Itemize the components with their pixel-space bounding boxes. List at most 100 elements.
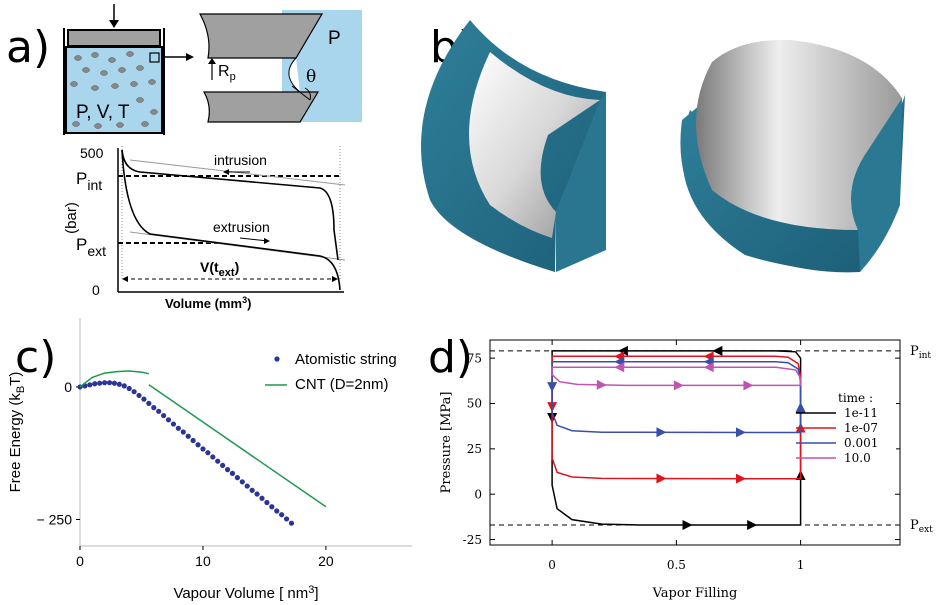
direction-arrow (683, 520, 693, 530)
direction-arrow (796, 402, 806, 412)
data-point (264, 500, 269, 505)
data-point (141, 397, 146, 402)
data-point (151, 405, 156, 410)
xlabel-text: Volume (mm (165, 296, 242, 311)
data-point (225, 467, 230, 472)
legend-title: time : (838, 391, 873, 405)
system-label: P, V, T (76, 102, 130, 123)
reference-symbol: P (910, 518, 919, 533)
data-point (215, 459, 220, 464)
radius-label: Rp (218, 63, 236, 83)
data-point (92, 381, 97, 386)
direction-arrow (656, 427, 666, 437)
data-point (171, 421, 176, 426)
p-symbol: P (76, 169, 87, 188)
label-part: T) (7, 372, 24, 386)
data-point (181, 429, 186, 434)
x-tick-label: 1 (797, 558, 805, 572)
reference-subscript: ext (919, 525, 933, 535)
direction-arrow (743, 380, 753, 390)
p-int-label: Pint (76, 169, 102, 193)
label-part: B (15, 386, 27, 393)
data-point (279, 512, 284, 517)
volume-span-label: V(text) (200, 259, 239, 279)
direction-arrow (656, 474, 666, 484)
legend-label: Atomistic string (295, 351, 397, 368)
direction-arrow (712, 346, 722, 356)
data-point (210, 454, 215, 459)
x-tick-label: 10 (195, 553, 211, 569)
reference-label: Pint (910, 344, 931, 361)
data-point (112, 381, 117, 386)
label-part: ] (314, 585, 318, 602)
data-point (132, 389, 137, 394)
data-point (230, 471, 235, 476)
x-tick-label: 20 (318, 553, 334, 569)
legend-label: 0.001 (844, 436, 878, 450)
x-tick-label: 0 (548, 558, 556, 572)
legend-label: CNT (D=2nm) (295, 376, 389, 393)
radius-symbol: R (218, 63, 230, 80)
legend-label: 1e-07 (844, 421, 878, 435)
legend-label: 1e-11 (844, 406, 878, 420)
data-point (205, 450, 210, 455)
data-point (235, 475, 240, 480)
data-point (289, 521, 294, 526)
y-tick-label: 75 (467, 351, 482, 365)
series-line (552, 351, 801, 525)
reference-subscript: int (919, 351, 932, 361)
data-point (284, 516, 289, 521)
data-point (122, 383, 127, 388)
x-axis-label: Vapor Filling (652, 586, 738, 601)
label-part: Vapour Volume [ nm (173, 585, 308, 602)
data-point (240, 479, 245, 484)
data-point (166, 417, 171, 422)
page: a) P, V, T P Rp θ (0, 0, 938, 605)
p-subscript: ext (87, 243, 106, 259)
volume-close: ) (235, 259, 240, 275)
data-point (191, 438, 196, 443)
x-axis-label: Vapour Volume [ nm3] (173, 584, 318, 602)
series-line (80, 371, 326, 507)
data-point (107, 380, 112, 385)
y-tick-label: 0 (474, 487, 482, 501)
data-point (136, 393, 141, 398)
direction-arrow (674, 380, 684, 390)
direction-arrow (597, 380, 607, 390)
panel-label: a) (6, 22, 50, 73)
x-axis-label: Volume (mm3) (165, 295, 251, 311)
x-tick-label: 0.5 (667, 558, 686, 572)
data-point (250, 488, 255, 493)
direction-arrow (736, 474, 746, 484)
data-point (127, 386, 132, 391)
data-point (259, 496, 264, 501)
data-point (195, 442, 200, 447)
intrusion-label: intrusion (214, 152, 267, 168)
y-tick-label: -25 (463, 533, 482, 547)
y-axis-label: (bar) (63, 202, 80, 234)
volume-text: V(t (200, 259, 219, 275)
y-axis-label: Pressure [MPa] (439, 392, 454, 494)
xlabel-close: ) (247, 296, 251, 311)
pressure-label: P (328, 28, 341, 49)
charts: c)0− 25001020Vapour Volume [ nm3]Free En… (7, 318, 933, 602)
filled-pore-render (680, 40, 905, 273)
data-point (220, 463, 225, 468)
data-point (102, 380, 107, 385)
label-part: Free Energy (k (7, 393, 24, 493)
data-point (269, 504, 274, 509)
p-ext-label: Pext (76, 235, 106, 259)
data-point (245, 483, 250, 488)
y-tick-label: 25 (467, 442, 482, 456)
direction-arrow (747, 520, 757, 530)
open-pore-render (421, 20, 606, 272)
y-tick-label: 500 (80, 145, 104, 161)
data-point (274, 508, 279, 513)
data-point (117, 382, 122, 387)
data-point (156, 409, 161, 414)
data-point (161, 413, 166, 418)
legend-marker (274, 356, 279, 361)
y-tick-label: 50 (467, 397, 482, 411)
